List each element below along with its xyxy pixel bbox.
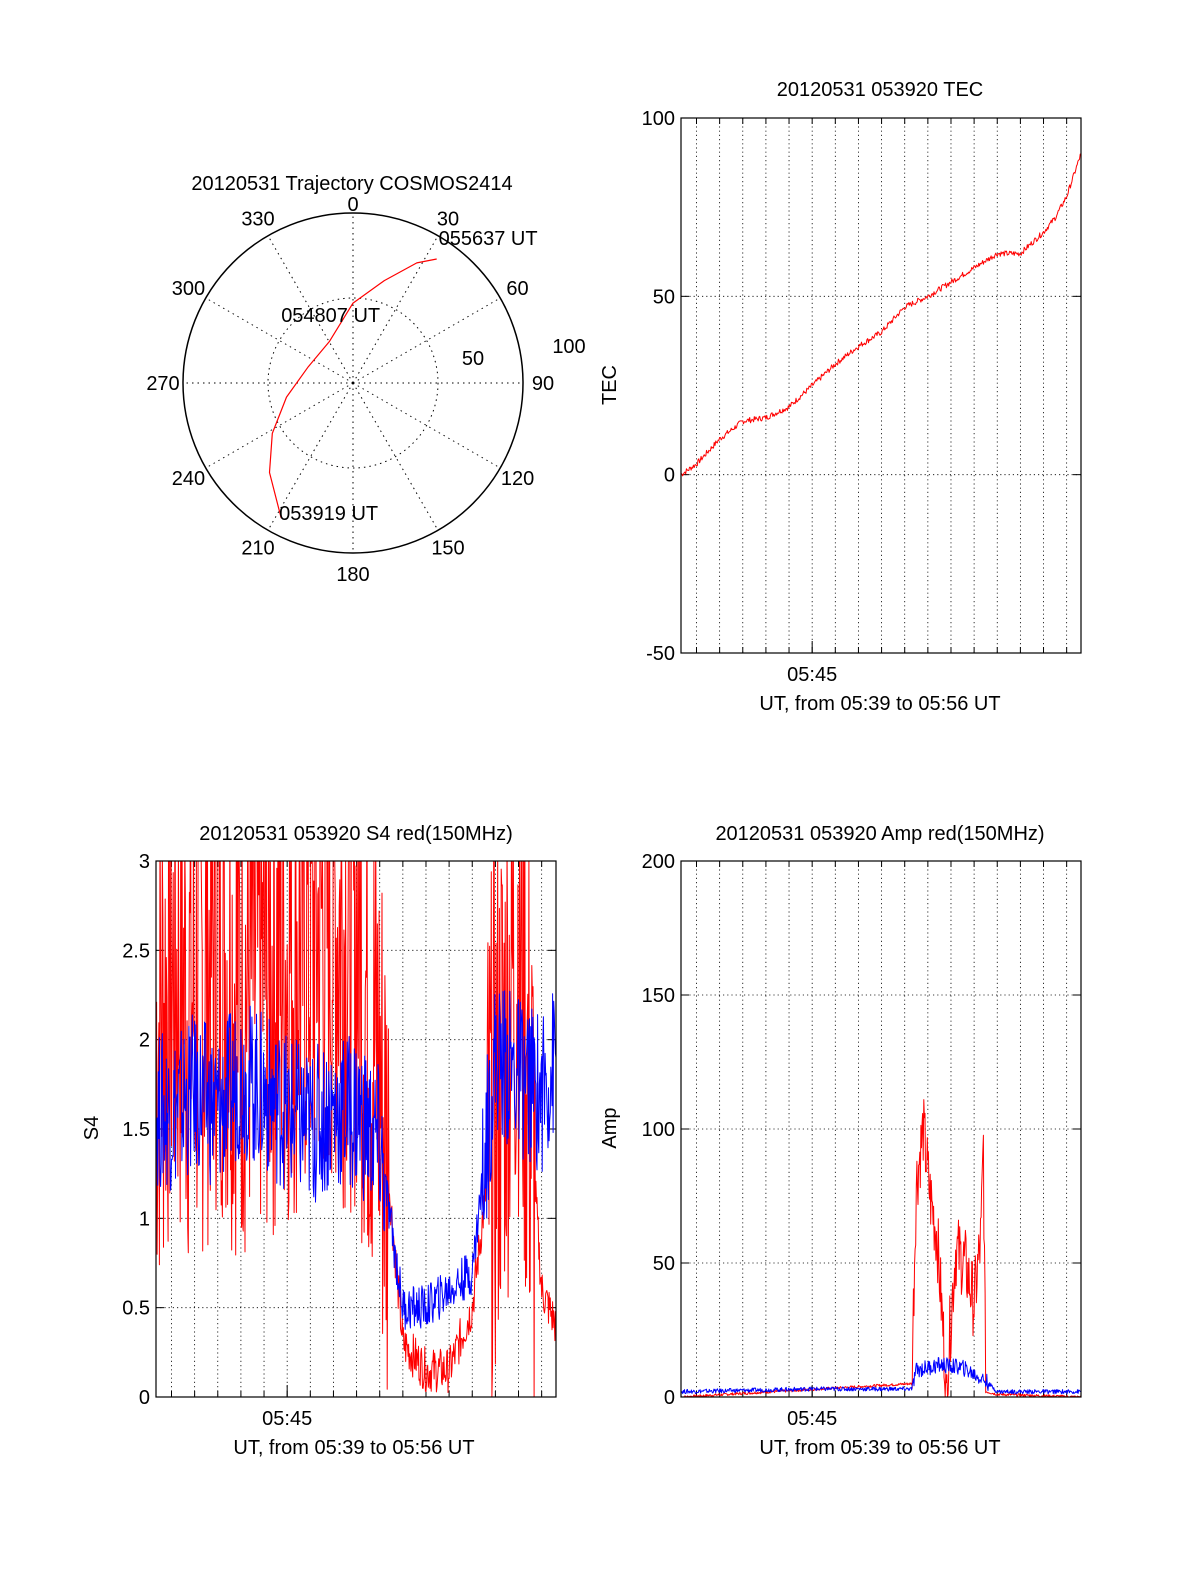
polar-grid-spoke [267, 235, 354, 384]
y-tick-label: 100 [642, 108, 675, 130]
tec-xlabel: UT, from 05:39 to 05:56 UT [759, 693, 1000, 715]
y-tick-label: 0 [664, 465, 675, 487]
polar-angle-label: 60 [506, 278, 528, 300]
polar-radius-label: 50 [462, 348, 484, 370]
polar-angle-label: 150 [431, 538, 464, 560]
y-tick-label: 150 [642, 985, 675, 1007]
trajectory-time-label: 055637 UT [439, 228, 538, 250]
amp-plot-title: 20120531 053920 Amp red(150MHz) [715, 823, 1044, 845]
polar-grid-spoke [352, 382, 501, 469]
s4-xlabel: UT, from 05:39 to 05:56 UT [233, 1437, 474, 1459]
x-tick-label: 05:45 [787, 1408, 837, 1430]
polar-grid-spoke [352, 382, 439, 531]
polar-outer-ring [182, 212, 524, 554]
series-group [681, 153, 1081, 477]
polar-angle-label: 240 [172, 468, 205, 490]
polar-angle-label: 120 [501, 468, 534, 490]
polar-grid-spoke [205, 382, 354, 469]
series-line-red [681, 1099, 1081, 1397]
polar-grid-spoke [267, 382, 354, 531]
polar-radius-label: 100 [552, 336, 585, 358]
tec-ylabel: TEC [599, 365, 621, 405]
y-tick-label: 2.5 [122, 940, 150, 962]
series-line-blue [156, 990, 556, 1330]
s4-plot: 20120531 053920 S4 red(150MHz) S4 UT, fr… [81, 823, 557, 1459]
polar-angle-label: 180 [336, 564, 369, 586]
polar-plot-title: 20120531 Trajectory COSMOS2414 [191, 173, 512, 195]
polar-grid-spoke [352, 235, 439, 384]
trajectory-line [268, 258, 437, 519]
series-group [156, 861, 556, 1397]
y-tick-label: -50 [646, 643, 675, 665]
s4-plot-title: 20120531 053920 S4 red(150MHz) [199, 823, 513, 845]
y-tick-label: 1 [139, 1208, 150, 1230]
series-group [681, 1099, 1081, 1397]
amp-ylabel: Amp [599, 1107, 621, 1148]
polar-angle-label: 300 [172, 278, 205, 300]
y-tick-label: 2 [139, 1030, 150, 1052]
y-tick-label: 0.5 [122, 1298, 150, 1320]
series-line-red [681, 153, 1081, 477]
x-tick-label: 05:45 [262, 1408, 312, 1430]
amp-xlabel: UT, from 05:39 to 05:56 UT [759, 1437, 1000, 1459]
y-tick-label: 0 [664, 1387, 675, 1409]
y-tick-label: 3 [139, 851, 150, 873]
y-tick-label: 200 [642, 851, 675, 873]
trajectory-time-label: 053919 UT [279, 503, 378, 525]
y-tick-label: 100 [642, 1119, 675, 1141]
trajectory-time-label: 054807 UT [281, 305, 380, 327]
plot-frame [680, 860, 1082, 1398]
polar-angle-label: 0 [347, 194, 358, 216]
s4-ylabel: S4 [81, 1116, 103, 1140]
amp-plot: 20120531 053920 Amp red(150MHz) Amp UT, … [599, 823, 1082, 1459]
polar-angle-label: 270 [146, 373, 179, 395]
y-tick-label: 0 [139, 1387, 150, 1409]
tec-plot: 20120531 053920 TEC TEC UT, from 05:39 t… [599, 79, 1082, 715]
polar-trajectory-plot: 20120531 Trajectory COSMOS2414 0 30 60 90 12… [146, 173, 585, 586]
y-tick-label: 1.5 [122, 1119, 150, 1141]
polar-angle-label: 90 [532, 373, 554, 395]
plot-frame [155, 860, 557, 1398]
plot-frame [680, 117, 1082, 654]
tec-plot-title: 20120531 053920 TEC [777, 79, 983, 101]
polar-angle-label: 330 [241, 208, 274, 230]
y-tick-label: 50 [653, 286, 675, 308]
polar-angle-label: 210 [241, 538, 274, 560]
polar-angle-label: 30 [437, 208, 459, 230]
polar-grid-spoke [205, 297, 354, 384]
polar-grid-ring [267, 297, 439, 469]
series-line-blue [681, 1357, 1081, 1395]
x-tick-label: 05:45 [787, 664, 837, 686]
y-tick-label: 50 [653, 1253, 675, 1275]
polar-grid-spoke [352, 297, 501, 384]
